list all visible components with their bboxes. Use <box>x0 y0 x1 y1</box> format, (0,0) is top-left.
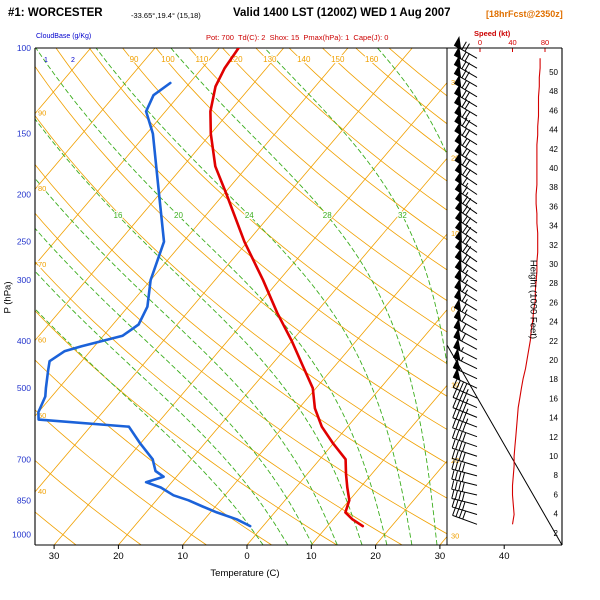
height-tick-label: 14 <box>549 414 558 423</box>
temp-tick-label: 10 <box>306 551 317 562</box>
pressure-axis-title: P (hPa) <box>2 281 14 314</box>
height-tick-label: 36 <box>549 202 558 211</box>
temperature-axis-title: Temperature (C) <box>210 568 280 579</box>
isotherm-label-right: 20 <box>451 456 459 465</box>
cloudbase-label: CloudBase (g/Kg) <box>36 33 92 40</box>
moist-adiabat-label: 32 <box>398 211 407 220</box>
moist-adiabat-grid <box>35 48 447 545</box>
height-tick-label: 24 <box>549 318 558 327</box>
forecast-tag: [18hrFcst@2350z] <box>486 9 563 19</box>
pressure-tick-label: 100 <box>17 43 31 53</box>
isotherm-label-right: 30 <box>451 532 459 541</box>
height-tick-label: 12 <box>549 433 558 442</box>
station-title: #1: WORCESTER <box>8 7 103 19</box>
isotherm-label-right: 20 <box>451 153 459 162</box>
pressure-tick-label: 200 <box>17 190 31 200</box>
temp-tick-label: 30 <box>49 551 60 562</box>
temp-tick-label: 10 <box>177 551 188 562</box>
pressure-tick-label: 150 <box>17 129 31 139</box>
height-tick-label: 48 <box>549 87 558 96</box>
speed-tick-label: 80 <box>541 38 549 47</box>
pressure-tick-label: 1000 <box>12 530 31 540</box>
isotherm-grid <box>35 48 447 545</box>
temp-tick-label: 20 <box>113 551 124 562</box>
height-tick-label: 44 <box>549 126 558 135</box>
height-tick-label: 30 <box>549 260 558 269</box>
dewpoint-curve <box>37 81 252 528</box>
isotherm-label-left: 90 <box>38 109 46 118</box>
moist-adiabat-label: 20 <box>174 211 183 220</box>
moist-adiabat-label: 24 <box>245 211 254 220</box>
height-tick-label: 8 <box>554 471 559 480</box>
stats-line: Pot: 700 Td(C): 2 Shox: 15 Pmax(hPa): 1 … <box>206 33 389 42</box>
isotherm-label-right: 10 <box>451 229 459 238</box>
temp-tick-label: 20 <box>370 551 381 562</box>
height-tick-label: 26 <box>549 298 558 307</box>
cloudbase-marker: 1 <box>44 57 48 64</box>
height-tick-label: 38 <box>549 183 558 192</box>
height-tick-label: 22 <box>549 337 558 346</box>
isotherm-label-left: 50 <box>38 411 46 420</box>
dry-adiabat-label: 100 <box>161 55 175 64</box>
dry-adiabat-label: 120 <box>229 55 243 64</box>
height-tick-label: 28 <box>549 279 558 288</box>
height-tick-label: 2 <box>554 529 559 538</box>
height-tick-label: 18 <box>549 375 558 384</box>
plot-borders <box>34 47 563 546</box>
height-tick-label: 42 <box>549 145 558 154</box>
dry-adiabat-label: 160 <box>365 55 379 64</box>
pressure-tick-label: 850 <box>17 495 31 505</box>
dry-adiabat-label: 110 <box>196 55 209 64</box>
moist-adiabat-label: 16 <box>114 211 123 220</box>
valid-time: Valid 1400 LST (1200Z) WED 1 Aug 2007 <box>233 7 451 19</box>
station-coords: -33.65°,19.4° (15,18) <box>131 11 201 20</box>
height-tick-label: 10 <box>549 452 558 461</box>
height-tick-label: 20 <box>549 356 558 365</box>
height-tick-label: 32 <box>549 241 558 250</box>
temperature-curve <box>209 48 365 528</box>
pressure-tick-label: 300 <box>17 275 31 285</box>
pressure-tick-label: 400 <box>17 336 31 346</box>
dry-adiabat-label: 90 <box>130 55 139 64</box>
height-tick-label: 50 <box>549 68 558 77</box>
wind-barbs <box>451 36 478 525</box>
isotherm-label-left: 70 <box>38 260 46 269</box>
temp-tick-label: 0 <box>244 551 249 562</box>
cloudbase-marker: 2 <box>71 57 75 64</box>
isotherm-label-left: 40 <box>38 487 46 496</box>
height-axis-title: Height (1000 Feet) <box>527 259 539 340</box>
isotherm-label-left: 60 <box>38 336 46 345</box>
height-tick-label: 40 <box>549 164 558 173</box>
temp-tick-label: 30 <box>435 551 446 562</box>
speed-tick-label: 0 <box>478 38 482 47</box>
height-tick-label: 46 <box>549 106 558 115</box>
height-tick-label: 16 <box>549 394 558 403</box>
wind-speed-line <box>511 58 541 525</box>
height-tick-label: 6 <box>554 490 559 499</box>
temp-tick-label: 40 <box>499 551 510 562</box>
pressure-tick-label: 500 <box>17 383 31 393</box>
isotherm-label-right: 0 <box>451 305 455 314</box>
dry-adiabat-label: 150 <box>331 55 345 64</box>
pressure-tick-label: 250 <box>17 237 31 247</box>
speed-axis-label: Speed (kt) <box>474 29 511 38</box>
height-tick-label: 4 <box>554 510 559 519</box>
dry-adiabat-grid <box>35 48 447 545</box>
moist-adiabat-label: 28 <box>323 211 332 220</box>
height-tick-label: 34 <box>549 222 558 231</box>
isotherm-label-right: 10 <box>451 380 459 389</box>
isotherm-label-left: 80 <box>38 184 46 193</box>
dry-adiabat-label: 140 <box>297 55 311 64</box>
speed-tick-label: 40 <box>508 38 516 47</box>
pressure-tick-label: 700 <box>17 454 31 464</box>
dry-adiabat-label: 130 <box>263 55 277 64</box>
